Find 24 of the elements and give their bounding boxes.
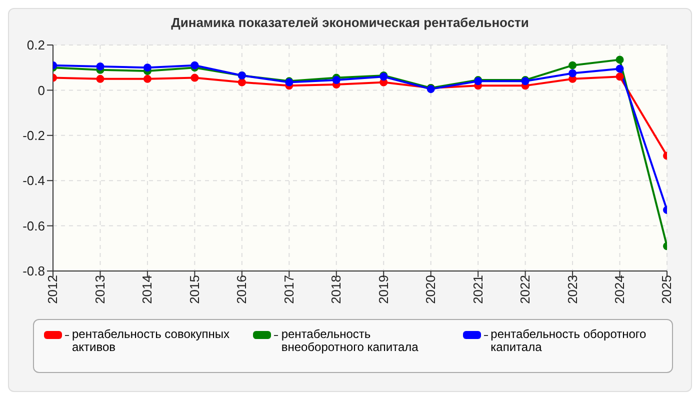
x-tick-label: 2016 xyxy=(234,275,250,304)
y-tick-label: -0.6 xyxy=(22,218,45,234)
x-tick-label: 2013 xyxy=(92,275,108,304)
y-tick-label: 0 xyxy=(38,82,45,98)
legend-label: рентабельность внеоборотного капитала xyxy=(274,327,453,354)
x-tick-label: 2021 xyxy=(470,275,486,304)
y-tick-label: -0.4 xyxy=(22,173,45,188)
x-tick-label: 2022 xyxy=(518,275,533,304)
x-tick-label: 2015 xyxy=(186,275,202,304)
x-tick-label: 2019 xyxy=(376,275,391,304)
x-tick-label: 2023 xyxy=(564,275,580,304)
x-tick-label: 2018 xyxy=(328,275,344,304)
chart-title: Динамика показателей экономическая рентабельности xyxy=(170,14,530,32)
y-tick-label: 0.2 xyxy=(26,38,45,53)
legend-label: рентабельность оборотного капитала xyxy=(484,327,662,354)
legend-label: рентабельность совокупных активов xyxy=(65,327,244,354)
x-tick-label: 2025 xyxy=(659,275,674,304)
y-tick-label: -0.2 xyxy=(22,128,45,144)
y-tick-label: -0.8 xyxy=(22,264,45,279)
x-tick-label: 2017 xyxy=(281,275,296,304)
x-tick-label: 2020 xyxy=(423,275,438,304)
x-tick-label: 2024 xyxy=(612,275,627,304)
x-tick-label: 2012 xyxy=(45,275,60,304)
x-tick-label: 2014 xyxy=(140,275,155,304)
